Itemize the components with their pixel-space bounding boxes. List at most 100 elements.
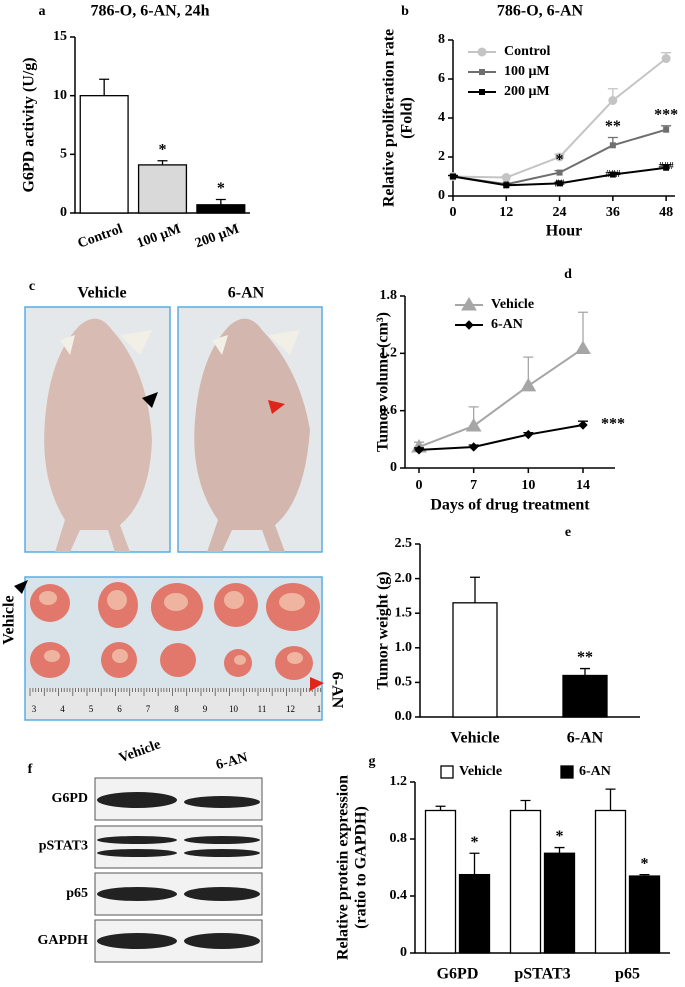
marker: [479, 69, 485, 75]
ruler-number: 3: [32, 704, 37, 714]
error-bar: [157, 160, 168, 165]
ruler-number: 11: [258, 704, 267, 714]
x-tick-label: 7: [470, 478, 477, 493]
significance-label: *: [159, 141, 167, 158]
y-tick-label: 1.0: [395, 640, 413, 655]
marker: [556, 180, 563, 187]
y-tick-label: 0.4: [390, 888, 408, 903]
bar: [452, 602, 498, 718]
mouse: [194, 318, 310, 552]
series-line: [418, 424, 584, 451]
y-axis-label: Tumor weight (g): [375, 571, 392, 689]
marker: [575, 340, 591, 355]
significance-label: *: [556, 828, 564, 845]
ruler-number: 8: [174, 704, 179, 714]
bar: [79, 95, 129, 214]
legend-swatch: [440, 765, 454, 779]
bar: [509, 809, 542, 954]
x-tick-label: 6-AN: [567, 730, 604, 747]
x-axis-label: Days of drug treatment: [430, 497, 590, 514]
significance-label: *: [471, 834, 479, 851]
panel-letter: a: [39, 4, 46, 19]
x-tick-label: 48: [659, 205, 673, 220]
y-tick-label: 0.0: [395, 709, 413, 724]
bands: [97, 792, 260, 949]
x-tick-label: 14: [576, 478, 590, 493]
significance-label: ***: [601, 416, 625, 433]
bar: [458, 873, 491, 954]
protein-label: GAPDH: [37, 933, 88, 948]
error-bar: [469, 852, 480, 875]
significance-label: ***: [654, 106, 678, 123]
significance-label: *: [641, 855, 649, 872]
row-label: Vehicle: [1, 595, 18, 644]
photo-title: Vehicle: [77, 285, 126, 302]
panel-letter: d: [564, 267, 572, 282]
arrowhead: [310, 677, 324, 691]
y-axis-label: Relative proliferation rate: [381, 29, 398, 207]
photo-title: 6-AN: [228, 285, 265, 302]
y-tick-label: 2.0: [395, 571, 413, 586]
arrowhead: [268, 400, 285, 414]
significance-label: **: [605, 118, 621, 135]
significance-label: **: [577, 649, 593, 666]
y-tick-label: 0: [400, 945, 407, 960]
y-tick-label: 10: [53, 88, 67, 103]
panel-letter: c: [29, 279, 35, 294]
row-label: 6-AN: [328, 672, 345, 709]
marker: [468, 442, 479, 452]
arrowhead: [14, 580, 28, 594]
mouse-photos: [24, 306, 323, 553]
marker: [555, 152, 565, 162]
marker: [609, 142, 616, 149]
legend-label: Vehicle: [459, 764, 502, 779]
x-tick-label: Vehicle: [450, 730, 499, 747]
x-tick-label: G6PD: [437, 966, 479, 983]
mouse: [44, 318, 152, 552]
marker: [608, 95, 618, 105]
y-tick-label: 15: [53, 29, 67, 44]
x-tick-label: pSTAT3: [514, 966, 570, 983]
error-bar: [435, 805, 446, 811]
arrowhead: [142, 392, 158, 408]
x-tick-label: 36: [606, 205, 620, 220]
lane-label: Vehicle: [117, 737, 163, 766]
marker: [663, 164, 670, 171]
ruler-number: 9: [203, 704, 208, 714]
significance-label: *: [556, 151, 564, 168]
x-tick-label: 12: [499, 205, 513, 220]
marker: [523, 429, 534, 440]
error-bar: [554, 846, 565, 854]
bar: [196, 204, 246, 214]
y-tick-label: 4: [438, 110, 445, 125]
y-tick-label: 1.5: [395, 605, 413, 620]
lane-label: 6-AN: [215, 750, 250, 773]
x-axis-label: Hour: [546, 223, 582, 240]
y-axis-label: (Fold): [399, 97, 416, 139]
marker: [556, 169, 563, 176]
error-bar: [580, 667, 590, 676]
ruler-number: 6: [117, 704, 122, 714]
bar: [137, 164, 188, 214]
x-tick-label: 200 μM: [193, 222, 241, 252]
marker: [465, 417, 482, 432]
error-bar: [520, 799, 531, 811]
ruler-number: 12: [286, 704, 295, 714]
protein-label: pSTAT3: [39, 839, 88, 854]
panel-letter: b: [401, 4, 409, 19]
ear: [60, 330, 152, 355]
significance-label: #: [504, 181, 509, 192]
marker: [520, 377, 537, 392]
x-tick-label: 0: [416, 478, 423, 493]
tumor-highlights: [39, 590, 305, 665]
panel-letter: f: [28, 762, 33, 777]
panel-letter: g: [369, 754, 376, 769]
marker: [414, 445, 424, 455]
marker: [477, 47, 487, 57]
chart-title: 786-O, 6-AN: [497, 3, 584, 20]
error-bar: [605, 788, 616, 811]
blot: [94, 825, 263, 869]
marker: [464, 320, 474, 330]
